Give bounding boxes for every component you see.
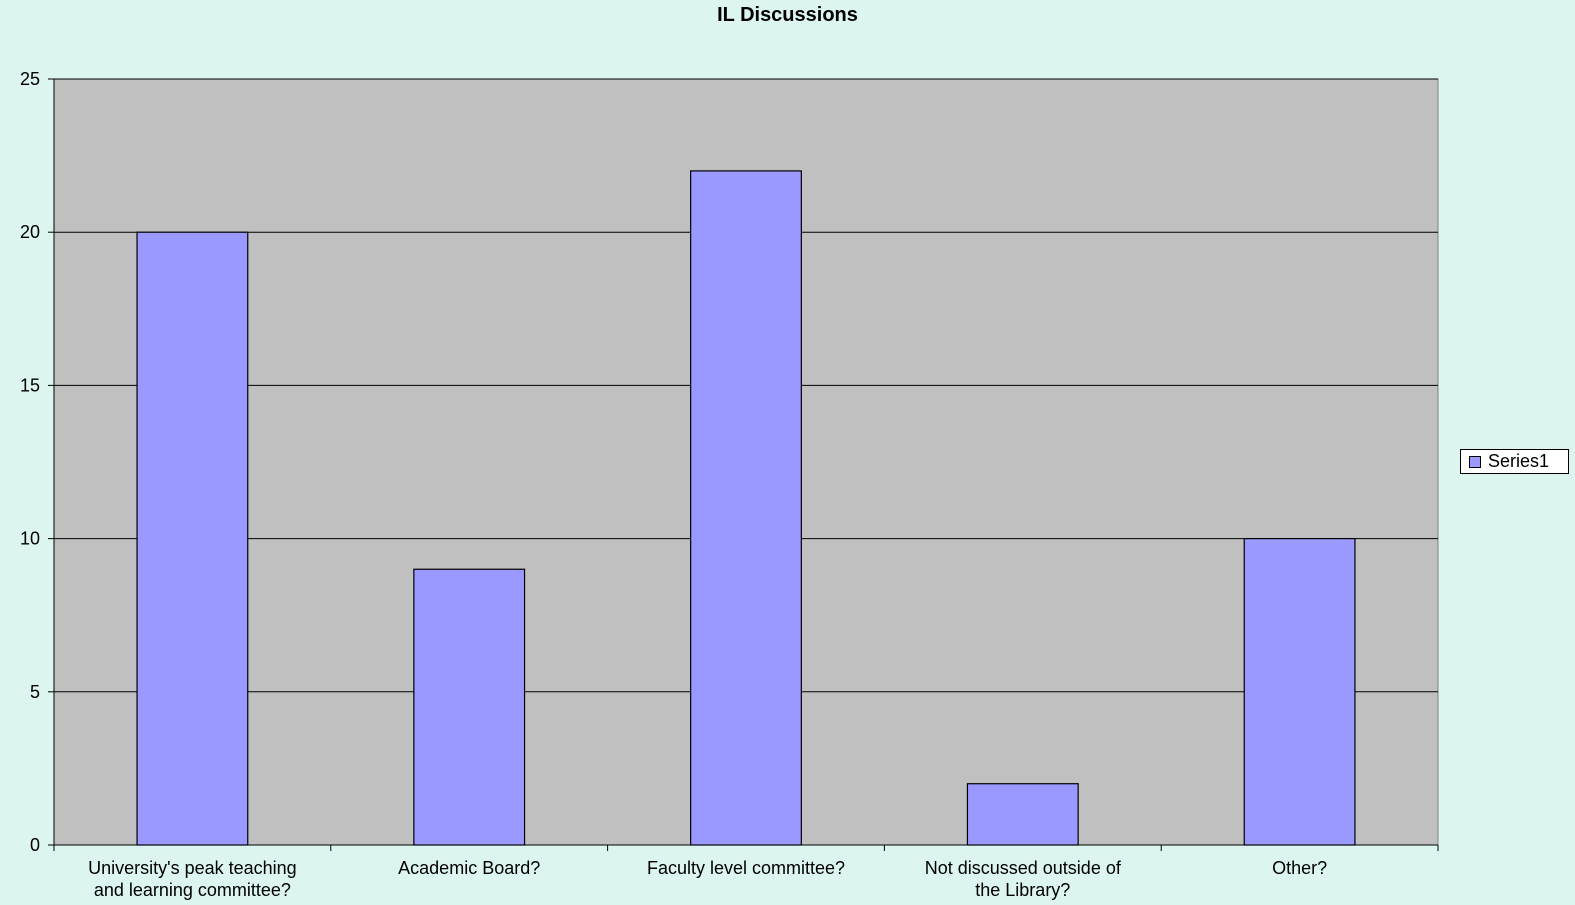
x-category-label-4: Other? [1272,858,1327,878]
x-category-label-0-line-1: and learning committee? [94,880,291,900]
legend-label-series1: Series1 [1488,451,1550,471]
x-category-label-1: Academic Board? [398,858,540,878]
chart-title: IL Discussions [717,4,858,26]
y-tick-label-25: 25 [20,69,40,89]
x-category-label-4-line-0: Other? [1272,858,1327,878]
y-tick-label-5: 5 [30,682,40,702]
x-category-label-3-line-0: Not discussed outside of [925,858,1122,878]
bar-2 [690,170,802,846]
y-tick-label-15: 15 [20,375,40,395]
bar-3 [966,783,1079,846]
bar-0 [136,231,249,846]
y-tick-label-20: 20 [20,222,40,242]
legend-swatch-series1 [1469,455,1481,468]
bar-1 [413,568,526,846]
bar-4 [1243,537,1356,846]
x-category-label-2: Faculty level committee? [647,858,845,878]
legend: Series1 [1460,449,1569,474]
x-category-label-0-line-0: University's peak teaching [88,858,297,878]
x-category-label-1-line-0: Academic Board? [398,858,540,878]
y-tick-label-0: 0 [30,835,40,855]
x-category-label-3: Not discussed outside of the Library? [925,858,1122,900]
x-category-label-0: University's peak teaching and learning c… [88,858,297,900]
x-category-label-2-line-0: Faculty level committee? [647,858,845,878]
y-tick-label-10: 10 [20,529,40,549]
x-category-label-3-line-1: the Library? [975,880,1070,900]
